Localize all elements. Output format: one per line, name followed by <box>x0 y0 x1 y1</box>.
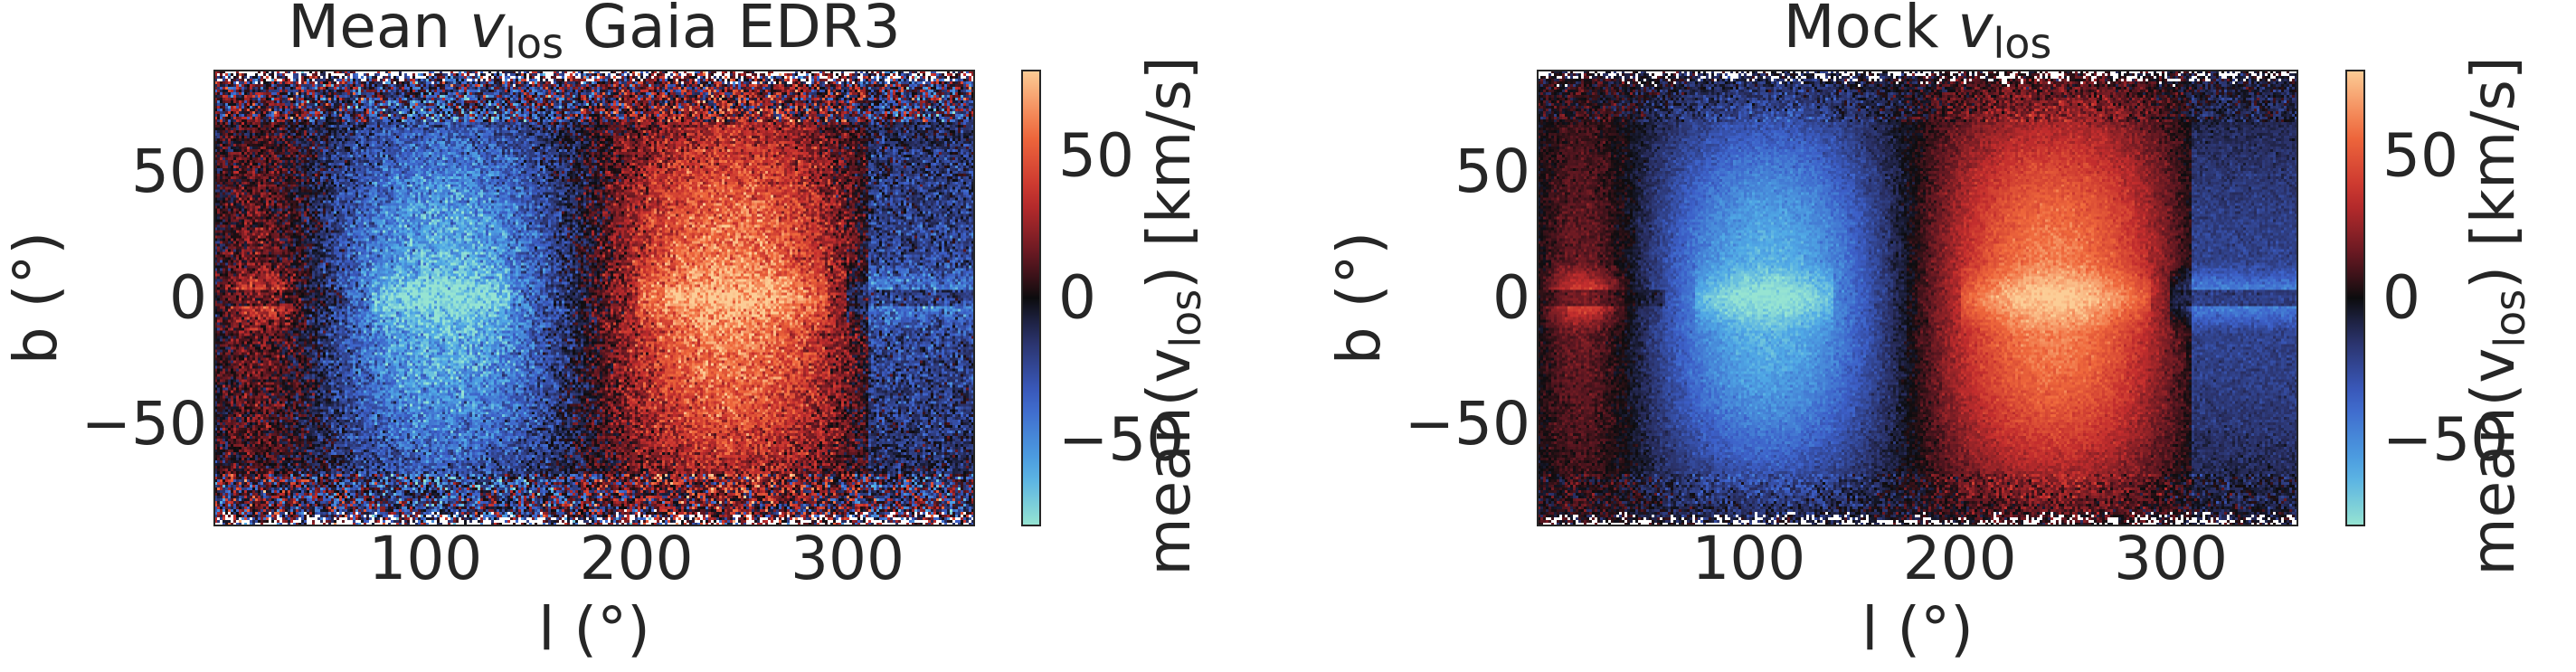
y-tick-label: 0 <box>169 263 207 333</box>
title-tail: Gaia EDR3 <box>564 0 901 62</box>
y-axis-label: b (°) <box>1324 232 1394 364</box>
heatmap-image <box>214 71 974 525</box>
x-tick-label: 300 <box>2114 524 2228 593</box>
colorbar-tick-label: 50 <box>2382 120 2458 190</box>
x-axis-label: l (°) <box>538 594 650 664</box>
y-tick-label: 50 <box>131 137 207 206</box>
title-subscript: los <box>1993 19 2051 68</box>
x-tick-label: 100 <box>368 524 482 593</box>
y-axis-label: b (°) <box>1 232 71 364</box>
colorbar-label-post: ) [km/s] <box>2458 56 2528 289</box>
colorbar-label-pre: mean(v <box>2458 348 2528 576</box>
colorbar-label-pre: mean(v <box>1134 348 1204 576</box>
title-var: v <box>1957 0 1994 62</box>
colorbar-label: mean(vlos) [km/s] <box>1134 56 1210 575</box>
colorbar-tick-label: −50 <box>2382 405 2508 475</box>
x-tick-label: 300 <box>791 524 904 593</box>
colorbar-tick-label: 0 <box>2382 263 2420 333</box>
chart-title: Mock vlos <box>1784 0 2052 68</box>
y-tick-label: 0 <box>1492 263 1530 333</box>
x-axis-label: l (°) <box>1861 594 1974 664</box>
y-tick-label: −50 <box>1405 389 1530 459</box>
colorbar-label: mean(vlos) [km/s] <box>2458 56 2534 575</box>
y-tick-label: −50 <box>81 389 207 459</box>
title-subscript: los <box>505 19 564 68</box>
colorbar-label-post: ) [km/s] <box>1134 56 1204 289</box>
colorbar-tick-label: 0 <box>1058 263 1096 333</box>
y-tick-label: 50 <box>1454 137 1530 206</box>
x-tick-label: 100 <box>1691 524 1805 593</box>
x-tick-label: 200 <box>580 524 694 593</box>
title-text: Mock <box>1784 0 1958 62</box>
title-text: Mean <box>288 0 469 62</box>
heatmap-image <box>1538 71 2297 525</box>
colorbar-tick-label: −50 <box>1058 405 1184 475</box>
x-tick-label: 200 <box>1903 524 2017 593</box>
colorbar-label-sub: los <box>1161 289 1210 348</box>
title-var: v <box>469 0 506 62</box>
colorbar <box>1021 70 1041 526</box>
colorbar-tick-label: 50 <box>1058 120 1134 190</box>
plot-frame <box>1537 70 2298 526</box>
colorbar-label-sub: los <box>2486 289 2534 348</box>
colorbar <box>2345 70 2365 526</box>
plot-frame <box>213 70 975 526</box>
chart-title: Mean vlos Gaia EDR3 <box>288 0 900 68</box>
